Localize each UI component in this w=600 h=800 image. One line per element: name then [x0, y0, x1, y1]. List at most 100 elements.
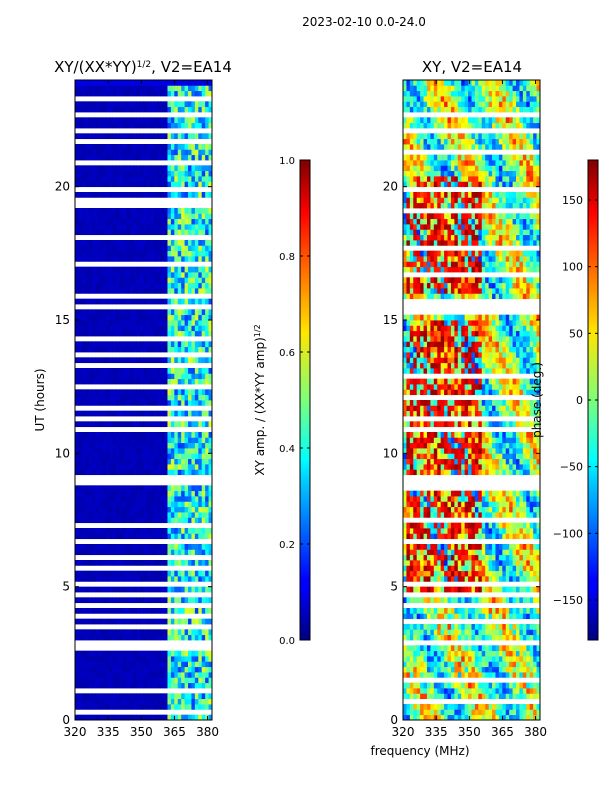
heatmap-cell — [167, 682, 172, 689]
heatmap-cell — [198, 256, 203, 262]
heatmap-cell — [164, 560, 168, 566]
heatmap-cell — [102, 277, 107, 284]
heatmap-cell — [133, 394, 138, 401]
heatmap-cell — [140, 629, 144, 636]
heatmap-cell — [146, 133, 151, 140]
heatmap-cell — [502, 597, 507, 604]
heatmap-cell — [498, 709, 503, 716]
heatmap-cell — [119, 490, 124, 497]
heatmap-cell — [498, 608, 503, 614]
heatmap-cell — [140, 320, 144, 326]
heatmap-cell — [474, 501, 479, 508]
heatmap-cell — [133, 106, 138, 113]
heatmap-cell — [122, 314, 127, 321]
heatmap-cell — [167, 634, 172, 641]
heatmap-cell — [105, 682, 110, 689]
heatmap-cell — [122, 517, 127, 524]
heatmap-cell — [102, 698, 107, 705]
heatmap-cell — [184, 309, 189, 316]
heatmap-cell — [119, 314, 124, 321]
heatmap-cell — [416, 672, 421, 678]
heatmap-cell — [474, 634, 479, 641]
heatmap-cell — [102, 378, 107, 385]
heatmap-cell — [177, 432, 182, 438]
heatmap-cell — [150, 229, 155, 236]
heatmap-cell — [174, 213, 179, 220]
heatmap-cell — [150, 266, 155, 273]
heatmap-cell — [191, 122, 196, 129]
heatmap-cell — [533, 560, 537, 566]
heatmap-cell — [201, 432, 206, 438]
heatmap-cell — [416, 688, 421, 694]
heatmap-cell — [143, 693, 148, 700]
heatmap-cell — [92, 357, 96, 364]
heatmap-cell — [177, 250, 182, 257]
heatmap-cell — [146, 213, 151, 220]
heatmap-cell — [409, 560, 414, 566]
heatmap-cell — [440, 490, 445, 497]
heatmap-cell — [170, 458, 175, 465]
heatmap-cell — [440, 464, 445, 470]
heatmap-cell — [140, 314, 144, 321]
heatmap-cell — [81, 250, 86, 257]
heatmap-cell — [454, 693, 459, 700]
heatmap-cell — [533, 672, 537, 678]
heatmap-cell — [146, 432, 151, 438]
heatmap-cell — [430, 704, 435, 710]
heatmap-cell — [146, 410, 151, 417]
heatmap-cell — [119, 576, 124, 582]
heatmap-cell — [181, 432, 185, 438]
heatmap-cell — [170, 714, 175, 721]
heatmap-cell — [129, 341, 134, 348]
heatmap-cell — [92, 144, 96, 150]
heatmap-cell — [198, 437, 203, 444]
heatmap-cell — [116, 106, 120, 113]
heatmap-cell — [136, 400, 141, 406]
heatmap-cell — [116, 213, 120, 220]
heatmap-cell — [75, 501, 79, 508]
heatmap-cell — [526, 693, 531, 700]
heatmap-cell — [140, 229, 144, 236]
heatmap-cell — [502, 576, 507, 582]
heatmap-cell — [160, 698, 165, 705]
heatmap-cell — [208, 698, 213, 705]
heatmap-cell — [122, 496, 127, 502]
heatmap-cell — [201, 469, 206, 476]
heatmap-cell — [416, 533, 421, 540]
heatmap-cell — [474, 576, 479, 582]
heatmap-cell — [450, 506, 455, 513]
heatmap-cell — [116, 80, 120, 86]
heatmap-cell — [92, 496, 96, 502]
heatmap-cell — [481, 464, 486, 470]
heatmap-cell — [177, 442, 182, 449]
heatmap-cell — [474, 458, 479, 465]
heatmap-cell — [116, 298, 120, 305]
heatmap-cell — [177, 597, 182, 604]
heatmap-cell — [423, 453, 428, 460]
heatmap-cell — [188, 266, 192, 273]
heatmap-cell — [440, 709, 445, 716]
heatmap-cell — [409, 629, 414, 636]
heatmap-cell — [468, 533, 472, 540]
heatmap-cell — [92, 266, 96, 273]
heatmap-cell — [102, 421, 107, 428]
heatmap-cell — [194, 117, 199, 124]
heatmap-cell — [92, 122, 96, 129]
heatmap-cell — [516, 554, 520, 561]
heatmap-cell — [146, 496, 151, 502]
heatmap-cell — [409, 549, 414, 556]
heatmap-cell — [444, 506, 448, 513]
heatmap-cell — [95, 634, 100, 641]
heatmap-cell — [492, 672, 496, 678]
heatmap-cell — [529, 714, 534, 721]
heatmap-cell — [129, 250, 134, 257]
heatmap-cell — [146, 309, 151, 316]
heatmap-cell — [150, 144, 155, 150]
heatmap-cell — [509, 496, 513, 502]
heatmap-cell — [157, 240, 162, 246]
heatmap-cell — [136, 442, 141, 449]
heatmap-cell — [426, 522, 431, 529]
heatmap-cell — [516, 650, 520, 657]
heatmap-cell — [177, 704, 182, 710]
heatmap-cell — [157, 309, 162, 316]
